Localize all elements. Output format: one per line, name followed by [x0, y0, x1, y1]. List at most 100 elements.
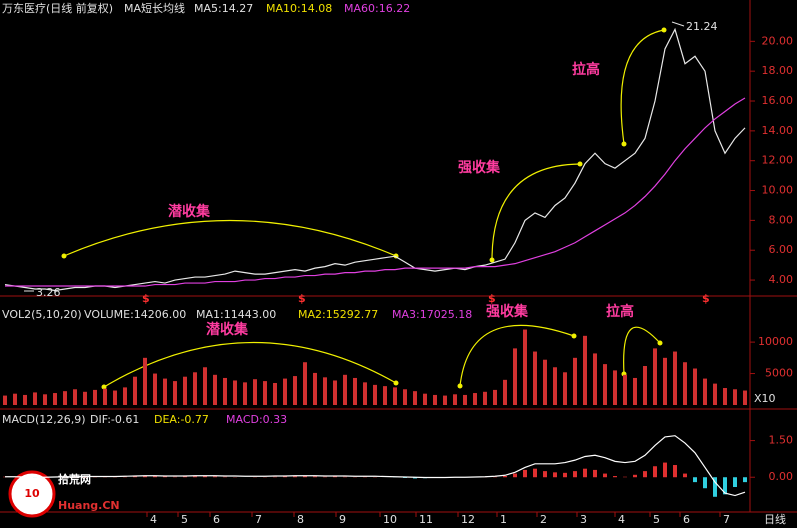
bar	[493, 389, 497, 405]
bar	[673, 465, 677, 478]
x-tick-label: 11	[419, 513, 433, 526]
bar	[273, 382, 277, 405]
bar	[133, 376, 137, 405]
bar	[553, 472, 557, 478]
bar	[543, 359, 547, 405]
x-tick-label: 12	[461, 513, 475, 526]
annotation: 潜收集	[206, 321, 249, 338]
signal: $	[142, 292, 150, 305]
signal: $	[702, 292, 710, 305]
y-tick-label: 16.00	[762, 94, 794, 107]
x-tick-label: 5	[181, 513, 188, 526]
bar	[83, 391, 87, 405]
x-tick-label: 7	[723, 513, 730, 526]
bar	[523, 469, 527, 478]
y-tick-label: 12.00	[762, 154, 794, 167]
bar	[563, 372, 567, 405]
annotation: 拉高	[606, 303, 634, 320]
x-tick-label: 3	[580, 513, 587, 526]
bar	[583, 468, 587, 478]
legend-label: DEA:-0.77	[154, 413, 209, 426]
bar	[503, 379, 507, 405]
bar	[293, 376, 297, 405]
bar	[253, 379, 257, 405]
bar	[373, 384, 377, 405]
bar	[203, 367, 207, 405]
bar	[303, 476, 307, 478]
x-tick-label: 9	[339, 513, 346, 526]
y-tick-label: 18.00	[762, 64, 794, 77]
bar	[343, 374, 347, 405]
x-tick-label: 6	[683, 513, 690, 526]
x-tick-label: 4	[150, 513, 157, 526]
bar	[23, 394, 27, 405]
bar	[723, 477, 727, 495]
bar	[713, 383, 717, 405]
x-tick-label: 1	[500, 513, 507, 526]
bar	[393, 387, 397, 405]
x-tick-label: 2	[540, 513, 547, 526]
indicator: MA短长均线	[124, 1, 185, 15]
bar	[403, 477, 407, 478]
bar	[613, 476, 617, 478]
y-tick-label: 6.00	[769, 243, 794, 256]
legend-label: VOLUME:14206.00	[84, 308, 186, 321]
bar	[573, 357, 577, 405]
bar	[533, 468, 537, 478]
bar	[213, 476, 217, 478]
annotation: 拉高	[572, 61, 600, 78]
bar	[3, 395, 7, 405]
bar	[463, 394, 467, 405]
legend-label: MACD(12,26,9)	[2, 413, 86, 426]
y-tick-label: 20.00	[762, 34, 794, 47]
unit-label: X10	[754, 392, 776, 405]
bar	[383, 386, 387, 405]
bar	[443, 395, 447, 405]
x-tick-label: 5	[653, 513, 660, 526]
period-label: 日线	[764, 512, 786, 526]
bar	[43, 394, 47, 405]
annotation-dot	[61, 27, 667, 390]
legend-label: MA60:16.22	[344, 2, 410, 15]
series-line	[5, 97, 746, 287]
bar	[283, 378, 287, 405]
bar	[163, 378, 167, 405]
annotation-curve	[63, 29, 665, 388]
bar	[643, 471, 647, 478]
x-tick-label: 7	[255, 513, 262, 526]
bar	[223, 377, 227, 405]
bar	[533, 351, 537, 405]
legend-label: DIF:-0.61	[90, 413, 139, 426]
bar	[623, 374, 627, 405]
max-label: 21.24	[686, 20, 718, 33]
bar	[353, 377, 357, 405]
bar	[513, 473, 517, 478]
bar	[73, 389, 77, 405]
bar	[633, 474, 637, 478]
bar	[653, 348, 657, 405]
bar	[13, 393, 17, 405]
y-tick-label: 1.50	[769, 434, 794, 447]
x-tick-label: 10	[383, 513, 397, 526]
bar	[733, 477, 737, 488]
bar	[363, 382, 367, 405]
bar	[563, 472, 567, 478]
bar	[293, 476, 297, 478]
bar	[323, 377, 327, 405]
min-label: 3.26	[36, 286, 61, 299]
legend-label: VOL2(5,10,20)	[2, 308, 82, 321]
bar	[243, 382, 247, 405]
bar	[693, 477, 697, 483]
bar	[123, 387, 127, 405]
bar	[483, 391, 487, 405]
bar	[263, 381, 267, 405]
legend-label: MA5:14.27	[194, 2, 253, 15]
bar	[183, 376, 187, 405]
watermark-name: 拾荒网	[58, 472, 91, 486]
bar	[153, 476, 157, 478]
stock-title: 万东医疗(日线 前复权)	[2, 1, 113, 15]
series-line	[5, 435, 746, 497]
y-tick-label: 10.00	[762, 184, 794, 197]
bar	[673, 351, 677, 405]
